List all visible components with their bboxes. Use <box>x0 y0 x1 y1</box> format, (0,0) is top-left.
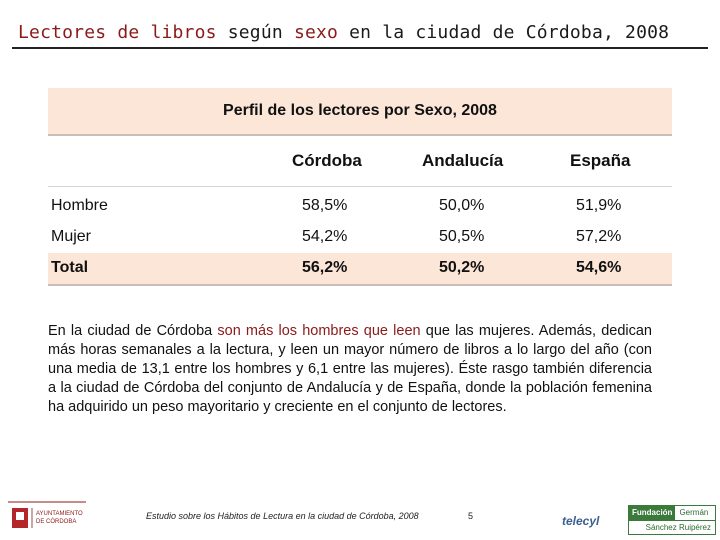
summary-paragraph: En la ciudad de Córdoba son más los homb… <box>48 322 652 417</box>
page-number: 5 <box>468 511 474 521</box>
cell-value: 54,6% <box>576 259 622 276</box>
paragraph-end: . <box>502 399 507 415</box>
cell-value: 51,9% <box>576 197 622 214</box>
cell-value: 54,2% <box>302 228 348 245</box>
col-header-cordoba: Córdoba <box>292 151 362 170</box>
cell-value: 57,2% <box>576 228 622 245</box>
paragraph-highlight: son más los hombres que leen <box>217 323 421 339</box>
fundacion-name-first: Germán <box>679 508 709 517</box>
paragraph-intro: En la ciudad de Córdoba <box>48 323 218 339</box>
cell-value: 50,2% <box>439 259 485 276</box>
table-heading: Perfil de los lectores por Sexo, 2008 <box>48 88 672 136</box>
title-part-sexo: sexo <box>293 22 339 43</box>
readers-by-sex-table: Perfil de los lectores por Sexo, 2008 Có… <box>48 88 672 286</box>
telecyl-logo: telecyl <box>562 514 600 528</box>
title-part-segun: según <box>216 22 294 43</box>
ayuntamiento-name: AYUNTAMIENTO <box>36 511 83 517</box>
ayuntamiento-logo: AYUNTAMIENTO DE CÓRDOBA <box>8 500 86 532</box>
cell-value: 50,0% <box>439 197 485 214</box>
table-row-total: Total 56,2% 50,2% 54,6% <box>48 253 672 286</box>
row-label: Mujer <box>51 228 92 245</box>
col-header-espana: España <box>570 151 631 170</box>
row-label: Total <box>51 259 89 276</box>
study-credit: Estudio sobre los Hábitos de Lectura en … <box>146 511 419 521</box>
title-part-lectores: Lectores de libros <box>18 22 217 43</box>
paragraph-body: que las mujeres. Además, dedican más hor… <box>48 323 652 415</box>
city-crest-icon <box>8 501 86 528</box>
title-part-ciudad: en la ciudad de Córdoba, 2008 <box>338 22 670 43</box>
fundacion-word: Fundación <box>629 506 676 520</box>
cell-value: 56,2% <box>302 259 348 276</box>
row-label: Hombre <box>51 197 108 214</box>
fundacion-logo: Fundación Germán Sánchez Ruipérez <box>628 505 716 535</box>
table-row-mujer: Mujer 54,2% 50,5% 57,2% <box>48 222 672 253</box>
col-header-andalucia: Andalucía <box>422 151 504 170</box>
table-row-hombre: Hombre 58,5% 50,0% 51,9% <box>48 191 672 222</box>
cell-value: 50,5% <box>439 228 485 245</box>
title-rule <box>12 47 708 49</box>
fundacion-name-last: Sánchez Ruipérez <box>629 520 715 534</box>
table-column-headers: Córdoba Andalucía España <box>48 136 672 187</box>
slide-title: Lectores de libros según sexo en la ciud… <box>18 22 669 43</box>
cell-value: 58,5% <box>302 197 348 214</box>
ayuntamiento-city: DE CÓRDOBA <box>36 519 77 525</box>
